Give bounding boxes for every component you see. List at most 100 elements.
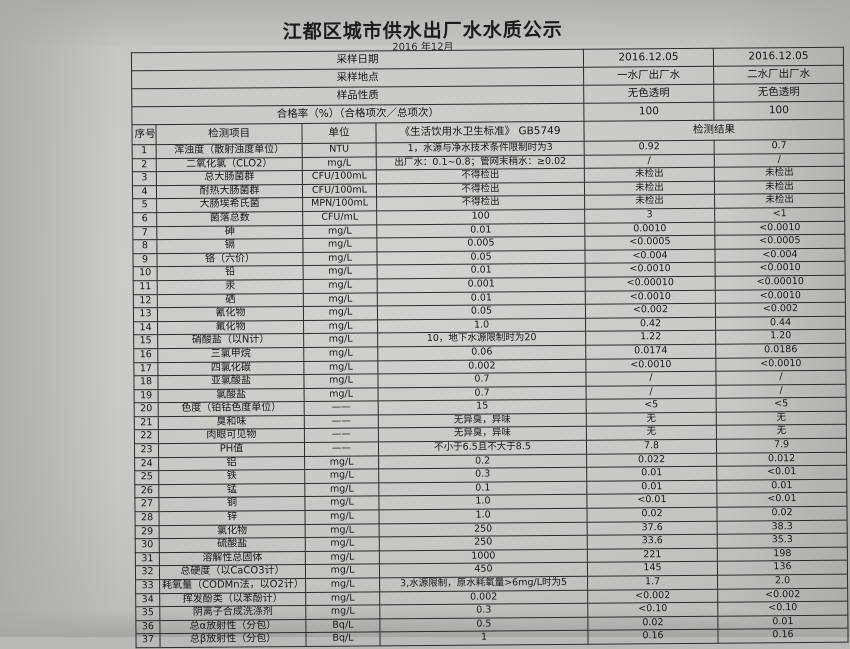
cell-no: 5	[132, 198, 157, 213]
cell-no: 30	[135, 538, 160, 553]
cell-standard: 1	[379, 630, 589, 646]
meta-value-plant2: 二水厂出厂水	[713, 65, 844, 85]
cell-no: 37	[135, 633, 161, 648]
cell-unit: mg/L	[305, 523, 380, 538]
cell-unit: ——	[304, 441, 379, 457]
cell-result-plant2: <0.002	[717, 587, 848, 603]
cell-item: 挥发酚类（以苯酚计）	[159, 592, 306, 607]
cell-result-plant2: 无	[716, 411, 847, 426]
cell-result-plant2: /	[714, 152, 845, 168]
cell-unit: ——	[304, 414, 379, 429]
cell-item: 铬（六价）	[156, 252, 304, 267]
cell-item: 氟化物	[157, 320, 304, 335]
cell-result-plant2: 0.16	[717, 628, 849, 644]
cell-result-plant2: <0.0005	[714, 234, 845, 249]
cell-result-plant1: 3	[584, 208, 715, 223]
cell-item: 三氯甲烷	[157, 347, 304, 363]
cell-result-plant1: <0.0010	[585, 262, 716, 278]
cell-unit: mg/L	[305, 591, 380, 606]
cell-result-plant1: 0.0174	[585, 344, 716, 359]
cell-result-plant2: 0.01	[716, 479, 847, 494]
cell-result-plant2: <0.002	[715, 302, 846, 317]
cell-unit: mg/L	[305, 577, 380, 593]
cell-no: 28	[135, 511, 160, 526]
cell-result-plant1: 0.42	[585, 316, 716, 332]
cell-no: 33	[135, 579, 160, 594]
cell-result-plant2: 0.01	[717, 614, 848, 630]
cell-result-plant2: 7.9	[716, 438, 847, 453]
cell-item: 色度（铂钴色度单位）	[158, 401, 305, 417]
cell-no: 36	[135, 620, 160, 635]
cell-result-plant2: <0.0010	[715, 261, 846, 277]
cell-no: 21	[134, 416, 159, 431]
col-header-no: 序号	[131, 124, 157, 145]
cell-unit: mg/L	[303, 319, 378, 334]
meta-value-plant1: 一水厂出厂水	[583, 66, 714, 86]
cell-no: 20	[134, 402, 159, 417]
cell-unit: CFU/100mL	[302, 170, 377, 185]
cell-result-plant2: <0.01	[716, 492, 847, 508]
cell-unit: mg/L	[304, 482, 379, 497]
cell-item: 砷	[156, 225, 303, 240]
cell-item: 总大肠菌群	[156, 170, 303, 186]
cell-unit: Bq/L	[305, 632, 381, 647]
cell-unit: mg/L	[305, 537, 380, 552]
cell-result-plant1: <0.002	[587, 588, 718, 604]
cell-result-plant2: 未检出	[714, 166, 845, 182]
cell-result-plant1: 33.6	[587, 534, 718, 550]
cell-result-plant1: 0.02	[587, 615, 718, 631]
cell-result-plant2: <1	[714, 207, 845, 222]
cell-no: 12	[133, 294, 158, 308]
cell-result-plant2: /	[716, 383, 847, 399]
cell-result-plant1: <0.002	[585, 303, 716, 318]
cell-result-plant1: <0.01	[586, 493, 717, 509]
cell-unit: CFU/100mL	[302, 183, 377, 198]
cell-result-plant2: <0.10	[717, 601, 848, 616]
cell-result-plant1: /	[585, 371, 717, 386]
cell-no: 34	[135, 593, 160, 607]
cell-result-plant1: <0.0010	[585, 289, 716, 305]
cell-result-plant1: 0.01	[586, 480, 717, 495]
cell-item: 臭和味	[158, 415, 305, 431]
cell-no: 19	[134, 389, 159, 404]
cell-item: 总α放射性（分包）	[159, 619, 306, 634]
meta-value-plant2: 2016.12.05	[713, 47, 844, 67]
cell-result-plant1: 无	[586, 412, 717, 427]
cell-no: 22	[134, 430, 159, 444]
cell-result-plant2: 198	[717, 547, 848, 562]
cell-result-plant1: 0.022	[586, 452, 717, 468]
cell-result-plant1: <0.0005	[584, 235, 715, 250]
cell-item: 亚氯酸盐	[157, 374, 305, 390]
cell-unit: mg/L	[302, 238, 377, 253]
cell-result-plant1: 0.01	[586, 466, 717, 482]
cell-result-plant2: 0.0186	[715, 343, 846, 358]
cell-unit: mg/L	[302, 224, 377, 239]
cell-item: 溶解性总固体	[159, 551, 306, 566]
cell-no: 27	[134, 498, 160, 512]
cell-item: 二氧化氯（CLO2）	[156, 157, 303, 172]
cell-no: 14	[133, 321, 158, 336]
table-body: 采样日期 2016.12.05 2016.12.05 采样地点 一水厂出厂水 二水厂出厂水…	[131, 47, 849, 648]
cell-no: 10	[133, 266, 158, 281]
cell-result-plant1: 0.0010	[584, 221, 715, 237]
cell-result-plant1: 221	[587, 548, 718, 563]
cell-item: 硒	[157, 292, 304, 308]
cell-unit: mg/L	[303, 360, 378, 375]
cell-result-plant2: <5	[716, 397, 847, 413]
cell-item: PH值	[158, 442, 305, 458]
cell-standard: 3,水源限制，原水耗氧量>6mg/L时为5	[379, 576, 588, 592]
cell-no: 35	[135, 606, 160, 621]
cell-unit: mg/L	[304, 387, 379, 402]
cell-result-plant2: <0.0010	[715, 356, 846, 372]
cell-item: 锰	[158, 483, 305, 499]
cell-item: 肉眼可见物	[158, 428, 305, 444]
cell-unit: mg/L	[302, 156, 377, 171]
cell-unit: mg/L	[303, 373, 379, 389]
cell-result-plant1: <0.00010	[585, 276, 716, 291]
water-quality-table: 采样日期 2016.12.05 2016.12.05 采样地点 一水厂出厂水 二水厂出厂水…	[131, 47, 849, 649]
cell-no: 1	[132, 144, 157, 159]
cell-result-plant1: 0.92	[584, 140, 715, 155]
cell-item: 铝	[158, 456, 305, 471]
